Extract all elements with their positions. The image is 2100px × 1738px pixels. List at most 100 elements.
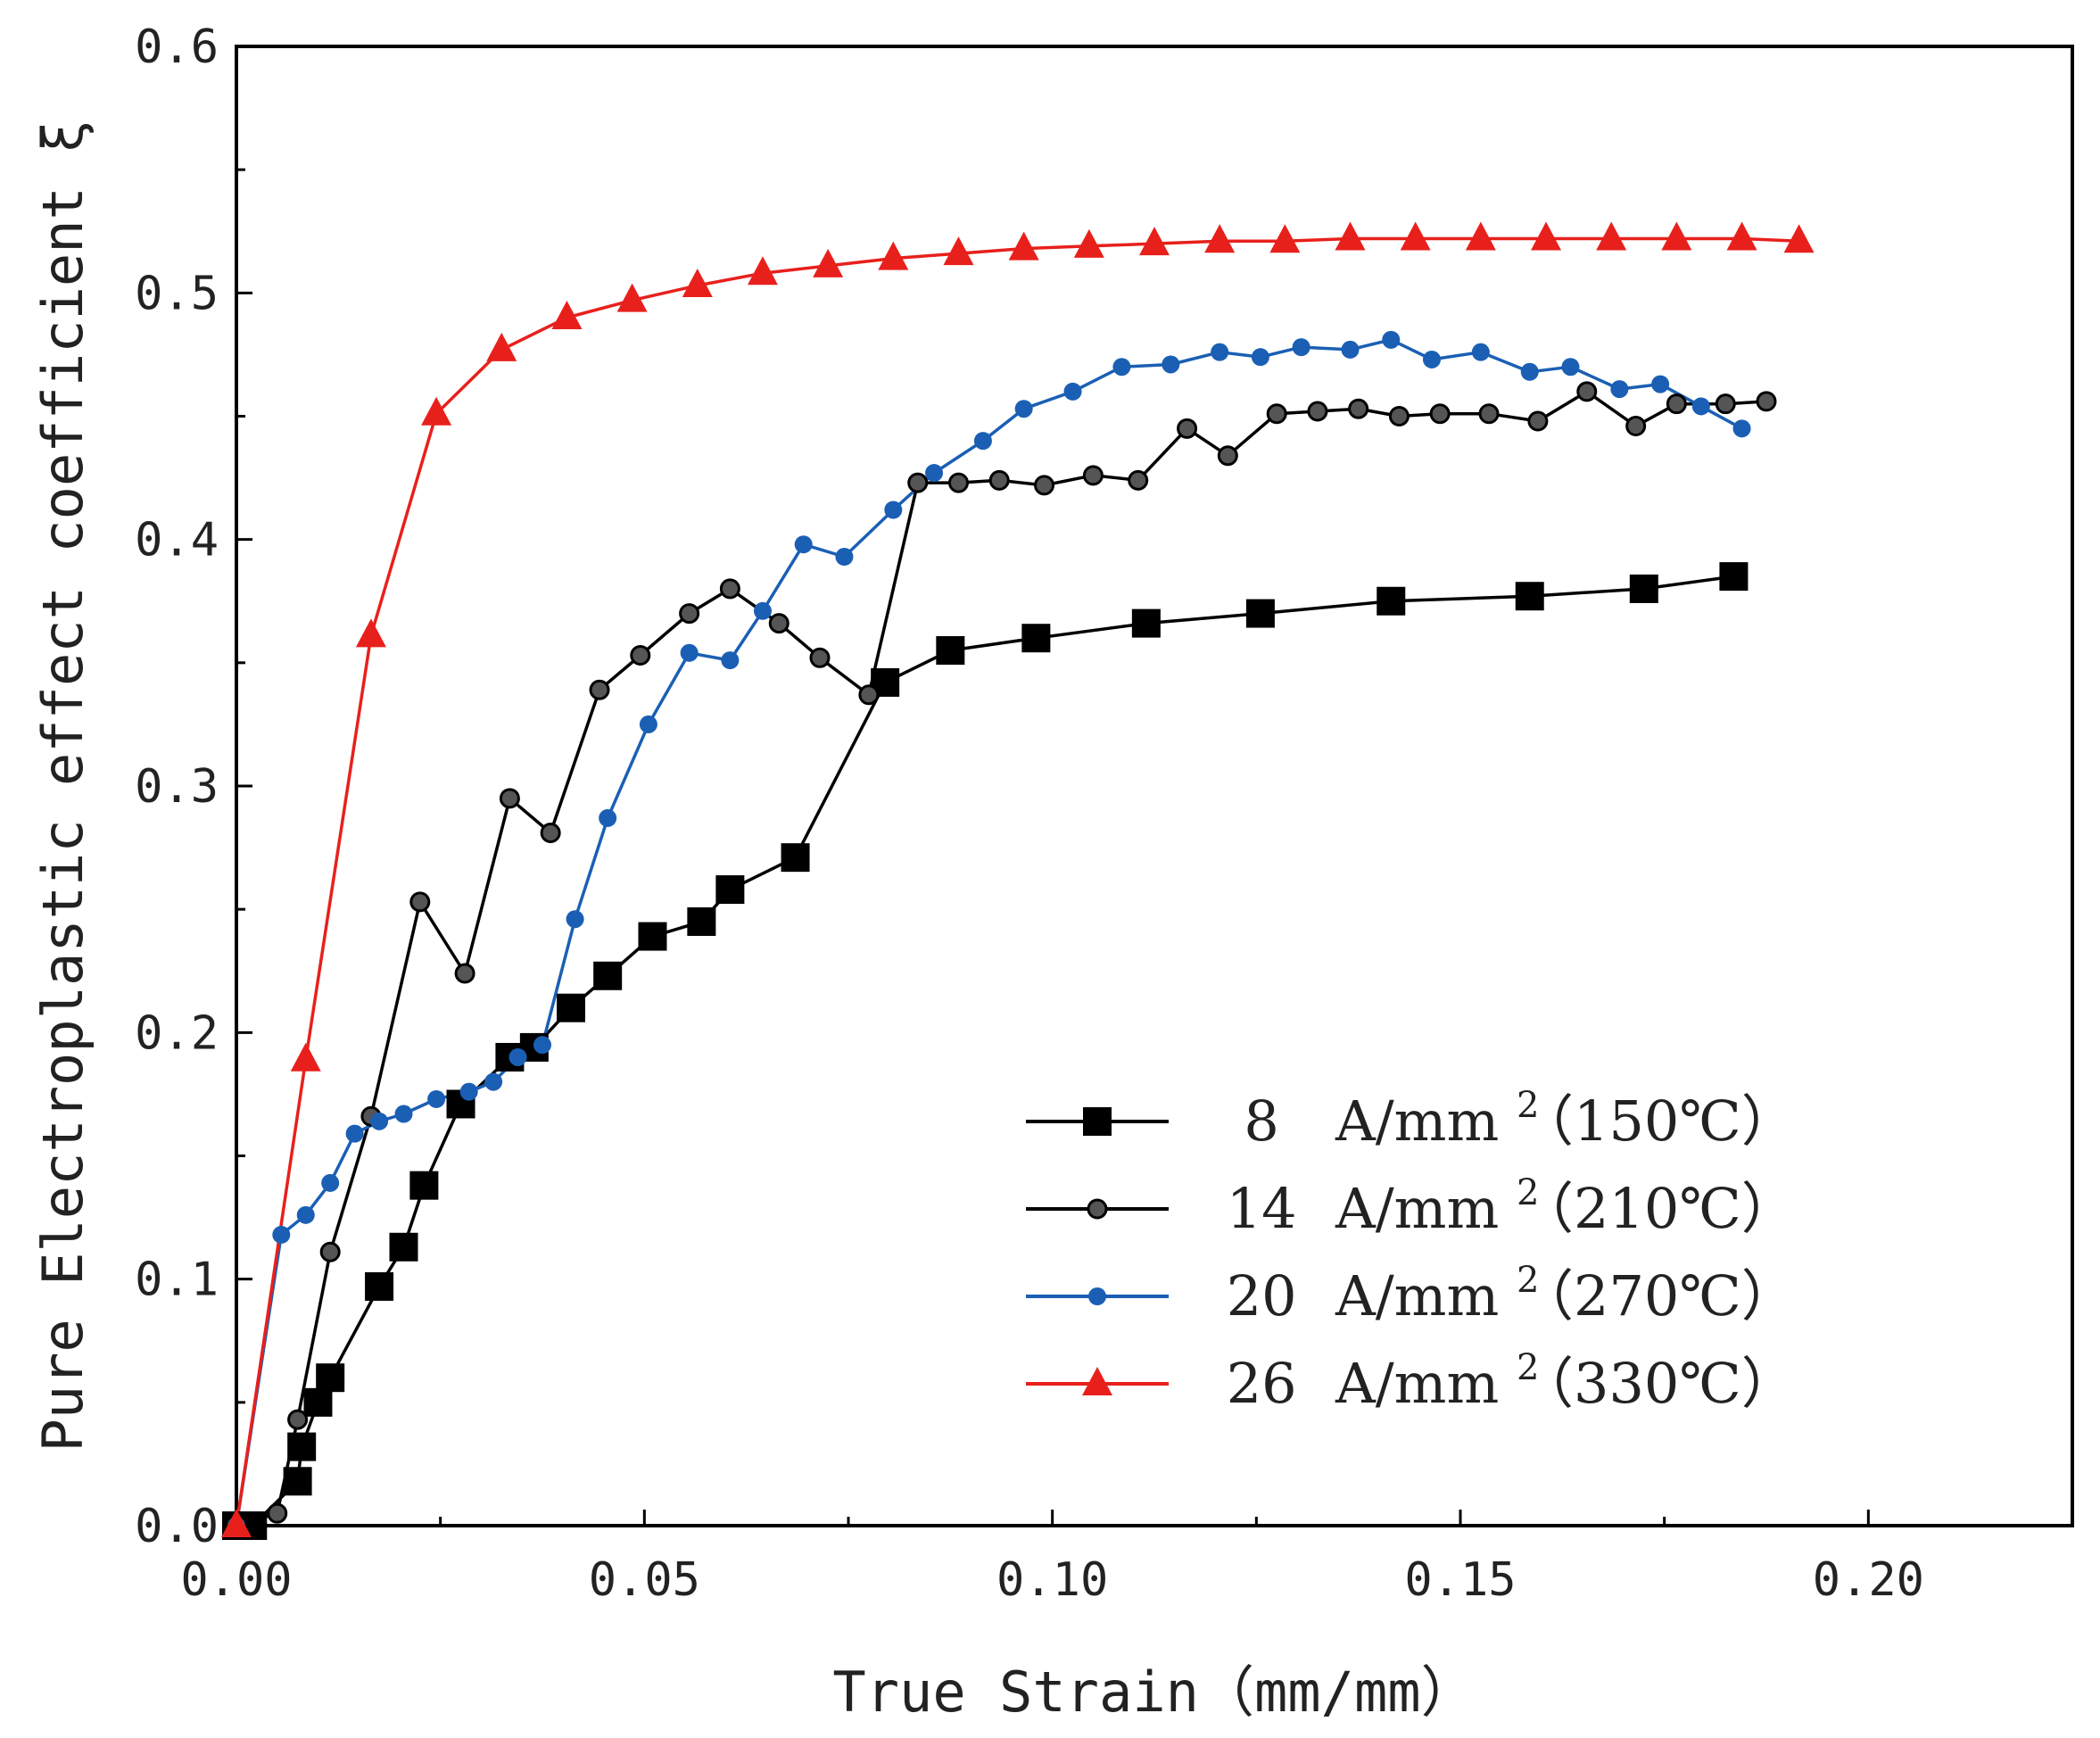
data-point: [283, 1467, 312, 1496]
data-point: [680, 643, 699, 662]
data-point: [988, 469, 1010, 491]
data-point: [747, 256, 778, 286]
legend-entry-14a: 14 A/mm 2 （210℃）: [1026, 1172, 1797, 1241]
data-point: [973, 432, 992, 451]
data-point: [409, 891, 431, 913]
data-point: [616, 283, 648, 312]
data-point: [630, 645, 651, 666]
legend-temp-26a: （330℃）: [1518, 1351, 1797, 1416]
data-point: [533, 1036, 551, 1055]
legend-entry-8a: 8 A/mm 2 （150℃）: [1026, 1065, 1797, 1154]
data-point: [936, 636, 965, 666]
data-point: [1021, 624, 1051, 653]
data-point: [370, 1112, 389, 1130]
data-point: [267, 1502, 288, 1524]
legend-marker-14a: [1087, 1198, 1108, 1220]
data-point: [1177, 418, 1198, 439]
legend-unit-26a: A/mm: [1335, 1351, 1499, 1416]
data-point: [303, 1387, 333, 1417]
data-point: [884, 501, 903, 519]
data-point: [1217, 445, 1238, 467]
data-point: [682, 269, 713, 298]
legend-value-26a: 26: [1227, 1351, 1297, 1416]
plot-area: [235, 45, 2074, 1527]
data-point: [1131, 608, 1161, 638]
data-point: [394, 1105, 413, 1123]
data-point: [1561, 358, 1580, 377]
data-point: [1691, 397, 1710, 416]
data-point: [566, 910, 584, 929]
legend-marker-8a: [1083, 1107, 1112, 1136]
data-point: [1471, 343, 1490, 361]
legend-value-14a: 14: [1227, 1176, 1297, 1241]
data-point: [389, 1232, 418, 1262]
data-point: [794, 535, 813, 554]
data-point: [1388, 406, 1410, 426]
data-point: [1400, 221, 1431, 251]
legend-label-20a: 20 A/mm 2 （270℃）: [1227, 1240, 1797, 1328]
legend-temp-14a: （210℃）: [1518, 1176, 1797, 1241]
data-point: [687, 906, 716, 936]
data-point: [484, 1072, 503, 1091]
data-point: [459, 1082, 478, 1101]
data-point: [1034, 475, 1055, 496]
data-point: [316, 1363, 345, 1393]
legend-unit-8a: A/mm: [1335, 1088, 1499, 1154]
data-point: [1651, 375, 1670, 393]
data-point: [508, 1047, 527, 1066]
data-point: [1073, 228, 1104, 258]
series-points-26a: [221, 221, 1815, 1537]
data-point: [1292, 338, 1310, 357]
data-point: [813, 248, 844, 277]
data-point: [345, 1124, 364, 1143]
x-tick-label: 0.20: [1813, 1553, 1924, 1607]
data-point: [1204, 224, 1236, 253]
legend-label-8a: 8 A/mm 2 （150℃）: [1244, 1065, 1796, 1154]
data-point: [1478, 403, 1500, 425]
y-tick-label: 0.1: [135, 1254, 219, 1307]
data-point: [1008, 231, 1039, 261]
y-tick-label: 0.6: [135, 21, 219, 74]
data-point: [1245, 599, 1275, 628]
data-point: [943, 236, 974, 266]
data-point: [1063, 382, 1082, 401]
data-point: [1719, 562, 1749, 592]
data-point: [1429, 403, 1451, 425]
data-point: [1341, 340, 1360, 359]
data-point: [1661, 221, 1692, 251]
data-point: [878, 241, 909, 270]
data-point: [1382, 330, 1401, 349]
legend-temp-8a: （150℃）: [1518, 1088, 1797, 1154]
data-point: [947, 472, 969, 493]
y-tick-label: 0.3: [135, 760, 219, 814]
data-point: [540, 823, 561, 844]
legend-value-20a: 20: [1227, 1263, 1297, 1328]
data-point: [287, 1432, 317, 1461]
data-point: [1625, 416, 1647, 437]
data-point: [639, 715, 657, 733]
data-point: [925, 464, 944, 483]
legend-marker-26a: [1082, 1367, 1112, 1395]
data-point: [551, 300, 583, 329]
y-tick-label: 0.5: [135, 267, 219, 320]
data-point: [1269, 224, 1301, 253]
data-point: [319, 1241, 341, 1262]
data-point: [858, 684, 880, 706]
data-point: [1527, 410, 1549, 432]
legend-temp-20a: （270℃）: [1518, 1263, 1797, 1328]
data-point: [809, 647, 831, 668]
x-tick-label: 0.15: [1404, 1553, 1516, 1607]
data-point: [721, 651, 740, 670]
legend-sup-8a: 2: [1517, 1085, 1539, 1126]
data-point: [427, 1089, 446, 1108]
data-point: [1756, 391, 1777, 412]
data-point: [1666, 393, 1687, 415]
series-line-26a: [235, 236, 1799, 1527]
data-point: [679, 603, 700, 625]
x-axis-ticks: 0.00 0.05 0.10 0.15 0.20: [180, 1510, 1924, 1607]
legend-symbol-26a: [1082, 1367, 1112, 1395]
data-point: [1211, 343, 1229, 361]
legend: 8 A/mm 2 （150℃） 14 A/mm 2 （210℃） 20 A/mm…: [1026, 1065, 1797, 1416]
data-point: [1596, 221, 1627, 251]
